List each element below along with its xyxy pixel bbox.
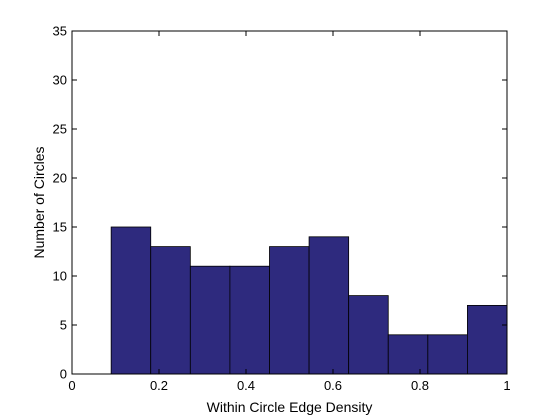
plot-frame	[71, 30, 508, 375]
y-axis-label: Number of Circles	[31, 146, 47, 258]
y-tick-label-2: 10	[53, 269, 67, 284]
y-tick-label-6: 30	[53, 73, 67, 88]
x-tick-label-3: 0.6	[324, 378, 342, 393]
bar-0	[110, 226, 152, 375]
y-tick-label-4: 20	[53, 171, 67, 186]
bar-9	[467, 304, 508, 375]
y-tick-label-5: 25	[53, 122, 67, 137]
bar-8	[427, 334, 468, 375]
bar-6	[348, 295, 389, 375]
x-tick-label-4: 0.8	[411, 378, 429, 393]
y-tick-label-0: 0	[60, 367, 67, 382]
x-tick-label-0: 0	[68, 378, 75, 393]
y-tick-label-7: 35	[53, 24, 67, 39]
x-tick-label-1: 0.2	[150, 378, 168, 393]
y-tick-label-1: 5	[60, 318, 67, 333]
bar-7	[387, 334, 429, 375]
y-tick-label-3: 15	[53, 220, 67, 235]
bars	[110, 226, 508, 375]
bar-5	[308, 236, 350, 375]
bar-2	[189, 265, 231, 375]
bar-4	[269, 246, 310, 375]
ticks	[71, 30, 508, 375]
x-tick-label-2: 0.4	[237, 378, 255, 393]
x-axis-label: Within Circle Edge Density	[207, 399, 373, 415]
bar-1	[150, 246, 191, 375]
x-tick-label-5: 1	[503, 378, 510, 393]
bar-3	[229, 265, 270, 375]
